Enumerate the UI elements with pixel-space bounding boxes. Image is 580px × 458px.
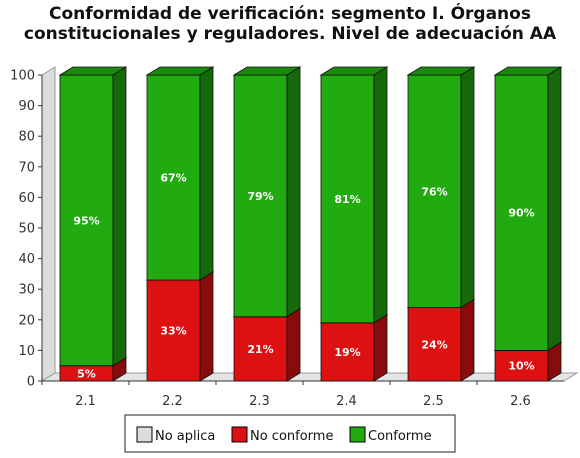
bar-side bbox=[286, 66, 301, 318]
bar-side bbox=[373, 314, 388, 382]
legend-label-no-aplica: No aplica bbox=[155, 429, 215, 444]
bar-side bbox=[286, 308, 301, 382]
bar-side bbox=[373, 66, 388, 324]
bar-front bbox=[320, 322, 375, 382]
bar-side bbox=[112, 66, 127, 367]
y-tick-label: 30 bbox=[18, 283, 35, 298]
bar-front bbox=[233, 316, 288, 382]
bar-top bbox=[406, 66, 476, 76]
bar-segment-no-conforme: 24% bbox=[406, 298, 476, 382]
bar-front bbox=[233, 74, 288, 318]
data-label: 21% bbox=[247, 343, 273, 356]
legend-label-conforme: Conforme bbox=[368, 429, 432, 444]
bar-segment-no-conforme: 33% bbox=[145, 271, 215, 382]
y-tick-label: 90 bbox=[18, 99, 35, 114]
bar-segment-conforme: 79% bbox=[232, 66, 302, 318]
bar-side bbox=[460, 66, 475, 309]
bar-front bbox=[320, 74, 375, 324]
data-label: 76% bbox=[421, 185, 447, 198]
bar-top bbox=[145, 66, 215, 76]
bar-top bbox=[493, 66, 563, 76]
plot-area: 0 10 20 30 40 50 60 70 80 90 100 2.1 5% 95% 2.2 33% 67% 2… bbox=[10, 66, 579, 409]
y-tick-label: 80 bbox=[18, 130, 35, 145]
bar-side bbox=[460, 298, 475, 382]
bar-front bbox=[494, 349, 549, 382]
bar-front bbox=[146, 74, 201, 281]
x-tick-label: 2.3 bbox=[249, 394, 270, 409]
bar-segment-no-conforme: 19% bbox=[319, 314, 389, 382]
data-label: 33% bbox=[160, 325, 186, 338]
y-tick-label: 0 bbox=[27, 375, 35, 390]
y-tick-label: 70 bbox=[18, 160, 35, 175]
data-label: 24% bbox=[421, 338, 447, 351]
bar-segment-conforme: 90% bbox=[493, 66, 563, 352]
bar-top bbox=[319, 66, 389, 76]
bar-front bbox=[494, 74, 549, 351]
bar-top bbox=[58, 66, 128, 76]
y-tick-label: 20 bbox=[18, 313, 35, 328]
data-label: 79% bbox=[247, 190, 273, 203]
bar-segment-conforme: 67% bbox=[145, 66, 215, 281]
bar-segment-conforme: 76% bbox=[406, 66, 476, 309]
y-tick-label: 10 bbox=[18, 344, 35, 359]
legend-box bbox=[124, 414, 456, 453]
data-label: 10% bbox=[508, 360, 534, 373]
bar-side bbox=[547, 66, 562, 352]
legend-swatch-no-conforme bbox=[231, 426, 248, 443]
x-tick-label: 2.4 bbox=[336, 394, 357, 409]
legend-swatch-no-aplica bbox=[136, 426, 153, 443]
y-tick-label: 60 bbox=[18, 191, 35, 206]
bar-segment-no-conforme: 21% bbox=[232, 308, 302, 382]
chart-title: Conformidad de verificación: segmento I.… bbox=[24, 2, 557, 44]
legend-label-no-conforme: No conforme bbox=[250, 429, 333, 444]
legend-swatch-conforme bbox=[349, 426, 366, 443]
data-label: 90% bbox=[508, 207, 534, 220]
left-wall bbox=[41, 66, 56, 382]
bar-segment-conforme: 81% bbox=[319, 66, 389, 324]
y-tick-label: 50 bbox=[18, 222, 35, 237]
data-label: 5% bbox=[77, 367, 96, 380]
x-tick-label: 2.1 bbox=[75, 394, 96, 409]
x-tick-label: 2.6 bbox=[510, 394, 531, 409]
data-label: 67% bbox=[160, 172, 186, 185]
y-tick-label: 40 bbox=[18, 252, 35, 267]
x-tick-label: 2.2 bbox=[162, 394, 183, 409]
data-label: 19% bbox=[334, 346, 360, 359]
legend: No aplica No conforme Conforme bbox=[124, 414, 456, 453]
data-label: 81% bbox=[334, 193, 360, 206]
chart-title-line-1: Conformidad de verificación: segmento I.… bbox=[49, 2, 531, 24]
bar-side bbox=[199, 271, 214, 382]
bar-top bbox=[232, 66, 302, 76]
bar-side bbox=[199, 66, 214, 281]
x-tick-label: 2.5 bbox=[423, 394, 444, 409]
y-tick-label: 100 bbox=[10, 69, 35, 84]
bar-front bbox=[407, 74, 462, 308]
bar-segment-conforme: 95% bbox=[58, 66, 128, 367]
data-label: 95% bbox=[73, 214, 99, 227]
chart-title-line-2: constitucionales y reguladores. Nivel de… bbox=[24, 24, 557, 44]
